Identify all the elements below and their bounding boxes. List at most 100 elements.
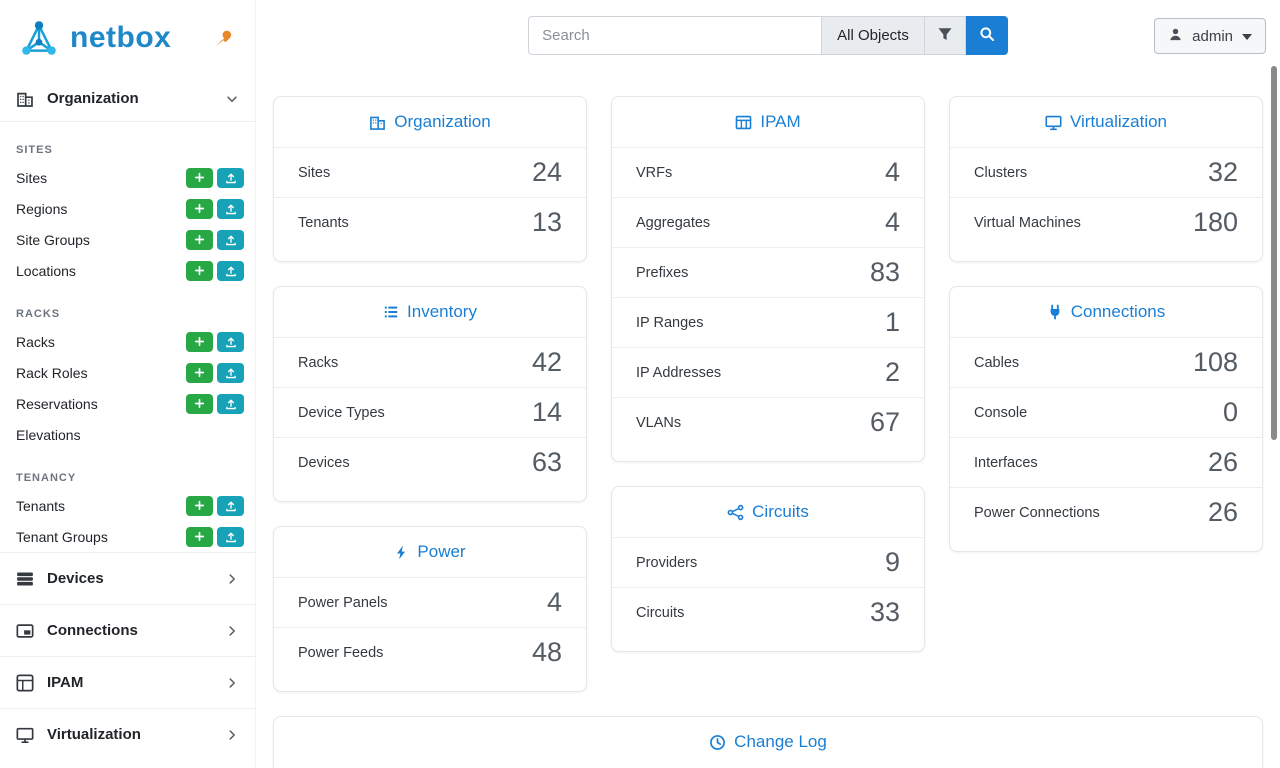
stat-row[interactable]: Tenants 13 [274,197,586,247]
pin-sidebar-icon[interactable] [213,27,235,49]
stat-label: Sites [298,164,331,181]
quick-actions [186,260,244,281]
stat-row[interactable]: Racks 42 [274,337,586,387]
import-button[interactable] [217,526,244,547]
building-icon [369,114,386,131]
sidebar-item-link[interactable]: Rack Roles [16,364,88,381]
quick-actions [186,331,244,352]
sidebar-item-rack-roles: Rack Roles [0,357,255,388]
stat-label: VLANs [636,414,682,431]
card-title-link[interactable]: Inventory [407,302,477,321]
card-title-link[interactable]: Change Log [734,732,827,751]
card-title-link[interactable]: Circuits [752,502,809,521]
add-button[interactable] [186,526,213,547]
stat-row[interactable]: Console 0 [950,387,1262,437]
sidebar-item-link[interactable]: Reservations [16,395,98,412]
add-button[interactable] [186,198,213,219]
stat-row[interactable]: IP Ranges 1 [612,297,924,347]
card-header: IPAM [612,97,924,147]
import-button[interactable] [217,362,244,383]
card-title-link[interactable]: Power [417,542,466,561]
stat-label: Aggregates [636,214,711,231]
card-header: Circuits [612,487,924,537]
stat-row[interactable]: Power Panels 4 [274,577,586,627]
add-button[interactable] [186,331,213,352]
filter-button[interactable] [923,16,966,55]
add-button[interactable] [186,362,213,383]
import-button[interactable] [217,393,244,414]
sidebar-item-link[interactable]: Sites [16,169,48,186]
sidebar-item-link[interactable]: Site Groups [16,231,90,248]
card-header: Connections [950,287,1262,337]
sidebar-item-locations: Locations [0,255,255,286]
card-virtualization: Virtualization Clusters 32 Virtual Machi… [949,96,1263,262]
stat-value: 180 [1192,207,1238,237]
stat-value: 33 [869,597,900,627]
add-button[interactable] [186,260,213,281]
stat-row[interactable]: Providers 9 [612,537,924,587]
quick-actions [186,362,244,383]
sidebar-item-link[interactable]: Elevations [16,426,81,443]
sidebar-item-link[interactable]: Racks [16,333,55,350]
stat-row[interactable]: Interfaces 26 [950,437,1262,487]
sidebar-item-link[interactable]: Tenants [16,497,66,514]
sidebar-group-organization[interactable]: Organization [0,76,255,122]
import-button[interactable] [217,260,244,281]
stat-row[interactable]: IP Addresses 2 [612,347,924,397]
import-button[interactable] [217,167,244,188]
scrollbar-thumb[interactable] [1271,66,1277,440]
sidebar-item-link[interactable]: Regions [16,200,68,217]
card-circuits: Circuits Providers 9 Circuits 33 [611,486,925,652]
import-button[interactable] [217,495,244,516]
card-inventory: Inventory Racks 42 Device Types 14 Devic… [273,286,587,502]
stat-row[interactable]: Power Feeds 48 [274,627,586,677]
stat-row[interactable]: Cables 108 [950,337,1262,387]
stat-label: Racks [298,354,339,371]
search-input[interactable] [528,16,822,55]
add-button[interactable] [186,167,213,188]
stat-row[interactable]: Virtual Machines 180 [950,197,1262,247]
import-button[interactable] [217,229,244,250]
stat-row[interactable]: Power Connections 26 [950,487,1262,537]
stat-row[interactable]: Aggregates 4 [612,197,924,247]
card-title-link[interactable]: Organization [394,112,491,131]
stat-row[interactable]: VLANs 67 [612,397,924,447]
chevron-right-icon [225,624,239,638]
card-title-link[interactable]: IPAM [760,112,801,131]
card-header: Change Log [274,717,1262,767]
card-title-link[interactable]: Virtualization [1069,112,1168,131]
card-header: Power [274,527,586,577]
add-button[interactable] [186,229,213,250]
sidebar-group-virtualization[interactable]: Virtualization [0,708,255,760]
import-button[interactable] [217,198,244,219]
stat-row[interactable]: Device Types 14 [274,387,586,437]
sidebar-group-connections[interactable]: Connections [0,604,255,656]
stat-row[interactable]: Devices 63 [274,437,586,487]
list-icon [383,304,399,320]
sidebar-item-link[interactable]: Tenant Groups [16,528,108,545]
sidebar-group-ipam[interactable]: IPAM [0,656,255,708]
card-title-link[interactable]: Connections [1070,302,1166,321]
stat-row[interactable]: Sites 24 [274,147,586,197]
sidebar-item-link[interactable]: Locations [16,262,76,279]
card-power: Power Power Panels 4 Power Feeds 48 [273,526,587,692]
user-menu-button[interactable]: admin [1154,18,1266,54]
object-type-dropdown[interactable]: All Objects [821,16,924,55]
stat-label: VRFs [636,164,673,181]
add-button[interactable] [186,393,213,414]
import-button[interactable] [217,331,244,352]
funnel-icon [937,26,953,45]
stat-row[interactable]: Circuits 33 [612,587,924,637]
stat-value: 26 [1207,447,1238,477]
stat-value: 4 [884,157,900,187]
netbox-logo-text[interactable]: netbox [70,21,172,54]
sidebar-group-devices[interactable]: Devices [0,552,255,604]
search-submit-button[interactable] [965,16,1008,55]
stat-row[interactable]: Clusters 32 [950,147,1262,197]
stat-row[interactable]: Prefixes 83 [612,247,924,297]
netbox-logo-icon[interactable] [16,17,62,59]
stat-value: 67 [869,407,900,437]
add-button[interactable] [186,495,213,516]
stat-row[interactable]: VRFs 4 [612,147,924,197]
stat-label: Tenants [298,214,349,231]
